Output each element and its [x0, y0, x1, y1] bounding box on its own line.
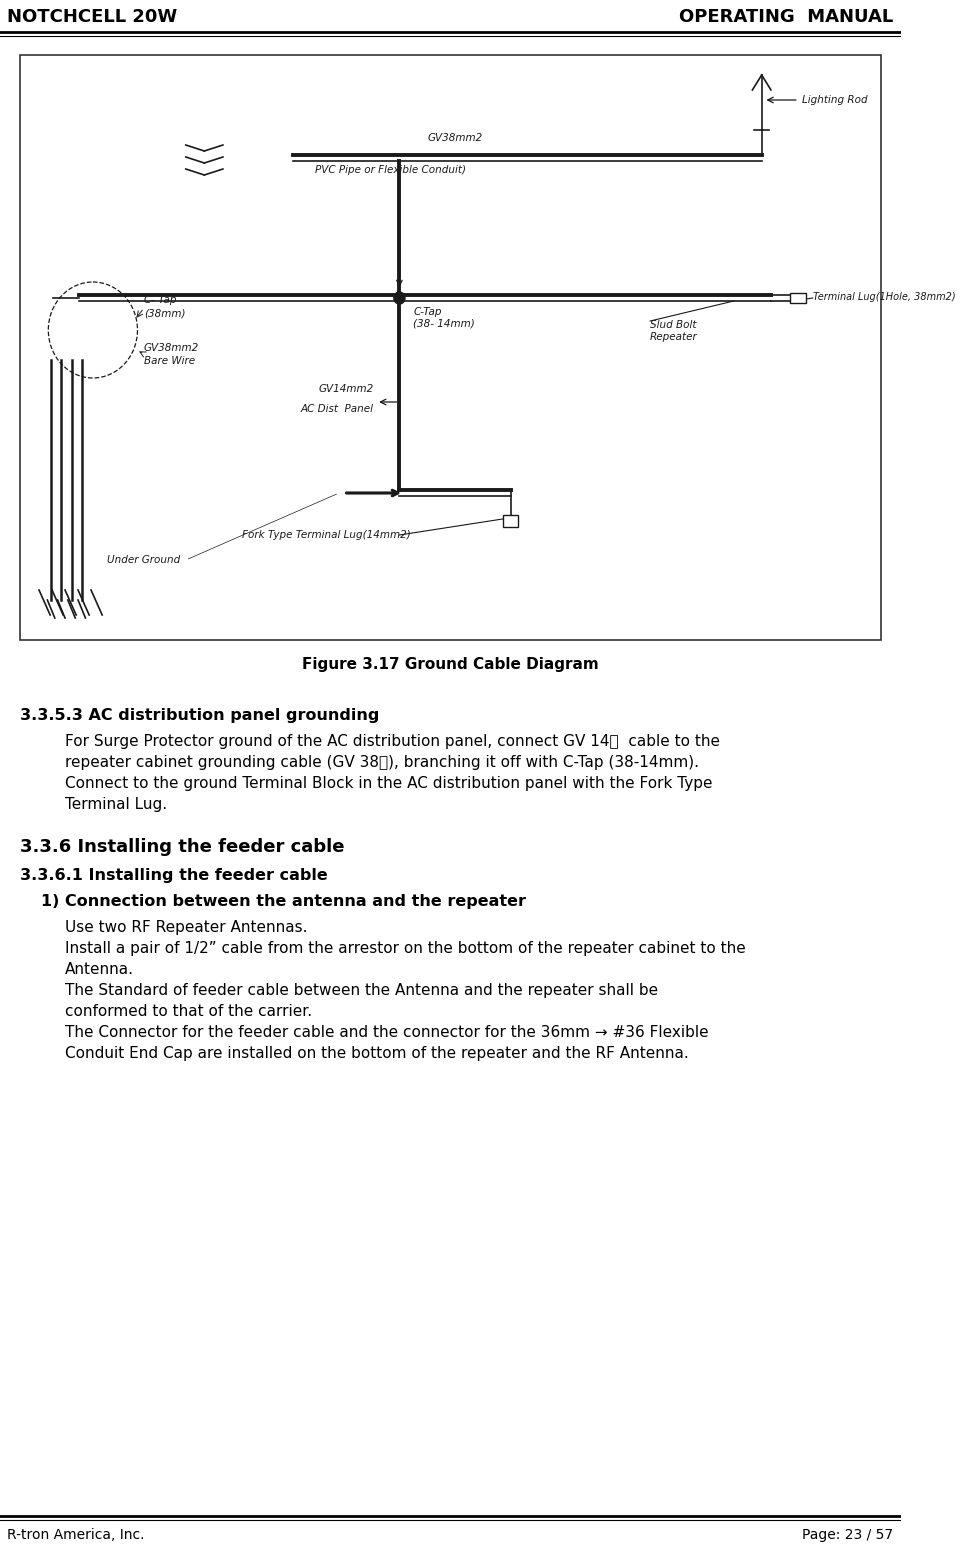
- Text: Install a pair of 1/2” cable from the arrestor on the bottom of the repeater cab: Install a pair of 1/2” cable from the ar…: [65, 941, 745, 956]
- Text: Antenna.: Antenna.: [65, 962, 134, 978]
- Text: Slud Bolt: Slud Bolt: [649, 320, 696, 331]
- Text: GV38mm2: GV38mm2: [427, 133, 483, 143]
- Text: 3.3.5.3 AC distribution panel grounding: 3.3.5.3 AC distribution panel grounding: [20, 708, 380, 723]
- Text: 3.3.6 Installing the feeder cable: 3.3.6 Installing the feeder cable: [20, 838, 345, 857]
- Bar: [503, 515, 517, 528]
- Bar: [789, 293, 805, 303]
- Text: repeater cabinet grounding cable (GV 38㎡), branching it off with C-Tap (38-14mm): repeater cabinet grounding cable (GV 38㎡…: [65, 754, 699, 770]
- Text: C- Tap: C- Tap: [143, 295, 176, 306]
- Text: GV14mm2: GV14mm2: [318, 383, 373, 394]
- Text: AC Dist  Panel: AC Dist Panel: [300, 404, 373, 414]
- Bar: [20, 54, 880, 639]
- Text: NOTCHCELL 20W: NOTCHCELL 20W: [8, 8, 177, 26]
- Text: The Connector for the feeder cable and the connector for the 36mm → #36 Flexible: The Connector for the feeder cable and t…: [65, 1024, 708, 1040]
- Text: R-tron America, Inc.: R-tron America, Inc.: [8, 1529, 144, 1543]
- Text: Figure 3.17 Ground Cable Diagram: Figure 3.17 Ground Cable Diagram: [301, 658, 598, 672]
- Text: Conduit End Cap are installed on the bottom of the repeater and the RF Antenna.: Conduit End Cap are installed on the bot…: [65, 1046, 688, 1062]
- Text: Lighting Rod: Lighting Rod: [800, 95, 866, 106]
- Text: C-Tap: C-Tap: [413, 307, 442, 317]
- Text: 3.3.6.1 Installing the feeder cable: 3.3.6.1 Installing the feeder cable: [20, 868, 328, 883]
- Text: Under Ground: Under Ground: [107, 556, 180, 565]
- Text: Terminal Lug(1Hole, 38mm2): Terminal Lug(1Hole, 38mm2): [812, 292, 954, 303]
- Text: Repeater: Repeater: [649, 332, 698, 341]
- Text: Terminal Lug.: Terminal Lug.: [65, 798, 167, 812]
- Text: Page: 23 / 57: Page: 23 / 57: [801, 1529, 892, 1543]
- Circle shape: [393, 292, 405, 304]
- Text: 1) Connection between the antenna and the repeater: 1) Connection between the antenna and th…: [41, 894, 525, 909]
- Text: For Surge Protector ground of the AC distribution panel, connect GV 14㎡  cable t: For Surge Protector ground of the AC dis…: [65, 734, 719, 750]
- Text: (38- 14mm): (38- 14mm): [413, 320, 475, 329]
- Text: Use two RF Repeater Antennas.: Use two RF Repeater Antennas.: [65, 920, 307, 934]
- Text: Connect to the ground Terminal Block in the AC distribution panel with the Fork : Connect to the ground Terminal Block in …: [65, 776, 712, 792]
- Text: PVC Pipe or Flexible Conduit): PVC Pipe or Flexible Conduit): [314, 165, 465, 175]
- Text: Fork Type Terminal Lug(14mm2): Fork Type Terminal Lug(14mm2): [241, 529, 410, 540]
- Text: conformed to that of the carrier.: conformed to that of the carrier.: [65, 1004, 312, 1020]
- Text: Bare Wire: Bare Wire: [143, 355, 195, 366]
- Text: The Standard of feeder cable between the Antenna and the repeater shall be: The Standard of feeder cable between the…: [65, 982, 658, 998]
- Text: OPERATING  MANUAL: OPERATING MANUAL: [678, 8, 892, 26]
- Text: GV38mm2: GV38mm2: [143, 343, 199, 352]
- Text: (38mm): (38mm): [143, 307, 185, 318]
